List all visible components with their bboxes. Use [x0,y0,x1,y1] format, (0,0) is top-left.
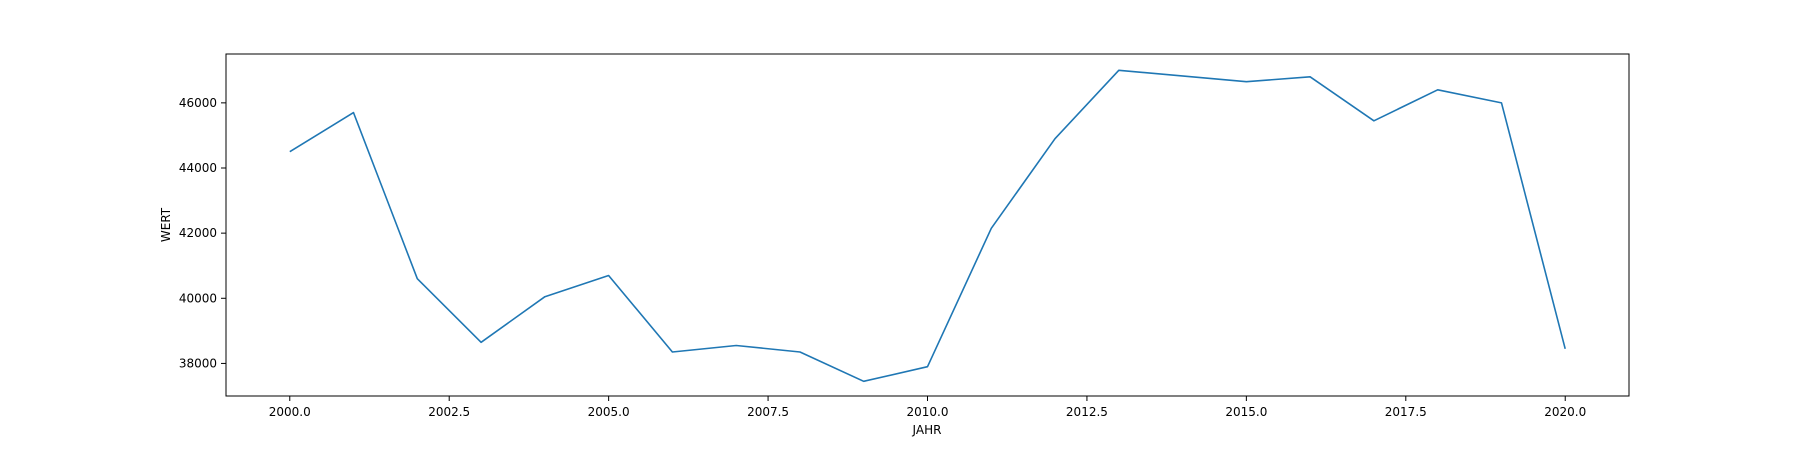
x-tick-label: 2002.5 [428,405,470,419]
plot-area [226,54,1629,396]
y-axis-label: WERT [159,207,173,242]
x-tick-label: 2000.0 [269,405,311,419]
x-tick-label: 2005.0 [588,405,630,419]
series-layer [289,69,1566,383]
y-tick-label: 44000 [179,161,217,175]
x-tick-label: 2007.5 [747,405,789,419]
x-tick-label: 2017.5 [1385,405,1427,419]
series-line-0 [289,69,1566,383]
y-tick-label: 38000 [179,356,217,370]
x-axis-label: JAHR [912,423,942,437]
y-tick-label: 40000 [179,291,217,305]
x-tick-label: 2015.0 [1225,405,1267,419]
y-tick-label: 46000 [179,96,217,110]
x-tick-label: 2010.0 [907,405,949,419]
x-axis: 2000.0 2002.5 2005.0 2007.5 2010.0 2012.5 2015… [269,396,1586,419]
x-tick-label: 2020.0 [1544,405,1586,419]
x-tick-label: 2012.5 [1066,405,1108,419]
y-tick-label: 42000 [179,226,217,240]
y-axis: 38000 40000 42000 44000 46000 [179,96,226,370]
